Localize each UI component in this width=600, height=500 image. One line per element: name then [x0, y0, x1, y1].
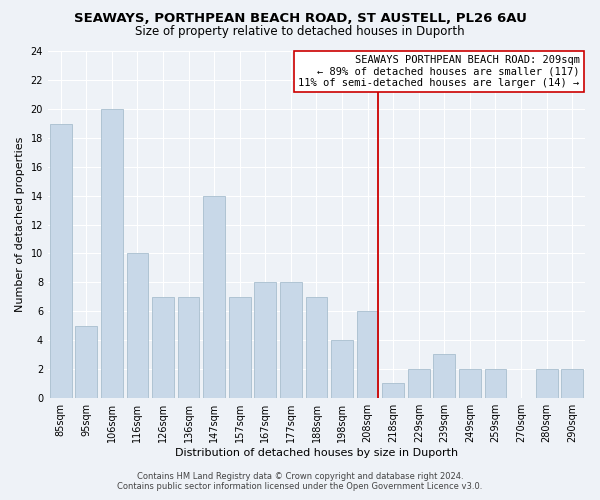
Bar [382, 384, 404, 398]
Text: Contains HM Land Registry data © Crown copyright and database right 2024.
Contai: Contains HM Land Registry data © Crown c… [118, 472, 482, 491]
Bar [305, 296, 328, 398]
Bar [76, 326, 97, 398]
Bar [562, 369, 583, 398]
Text: SEAWAYS, PORTHPEAN BEACH ROAD, ST AUSTELL, PL26 6AU: SEAWAYS, PORTHPEAN BEACH ROAD, ST AUSTEL… [74, 12, 526, 26]
Bar [408, 369, 430, 398]
Bar [127, 254, 148, 398]
Bar [203, 196, 225, 398]
Text: Size of property relative to detached houses in Duporth: Size of property relative to detached ho… [135, 25, 465, 38]
Bar [433, 354, 455, 398]
Bar [459, 369, 481, 398]
Text: SEAWAYS PORTHPEAN BEACH ROAD: 209sqm
← 89% of detached houses are smaller (117)
: SEAWAYS PORTHPEAN BEACH ROAD: 209sqm ← 8… [298, 55, 580, 88]
X-axis label: Distribution of detached houses by size in Duporth: Distribution of detached houses by size … [175, 448, 458, 458]
Bar [50, 124, 71, 398]
Bar [178, 296, 199, 398]
Bar [254, 282, 276, 398]
Bar [101, 109, 123, 398]
Bar [152, 296, 174, 398]
Bar [229, 296, 251, 398]
Bar [357, 311, 379, 398]
Bar [485, 369, 506, 398]
Bar [331, 340, 353, 398]
Bar [280, 282, 302, 398]
Y-axis label: Number of detached properties: Number of detached properties [15, 137, 25, 312]
Bar [536, 369, 557, 398]
